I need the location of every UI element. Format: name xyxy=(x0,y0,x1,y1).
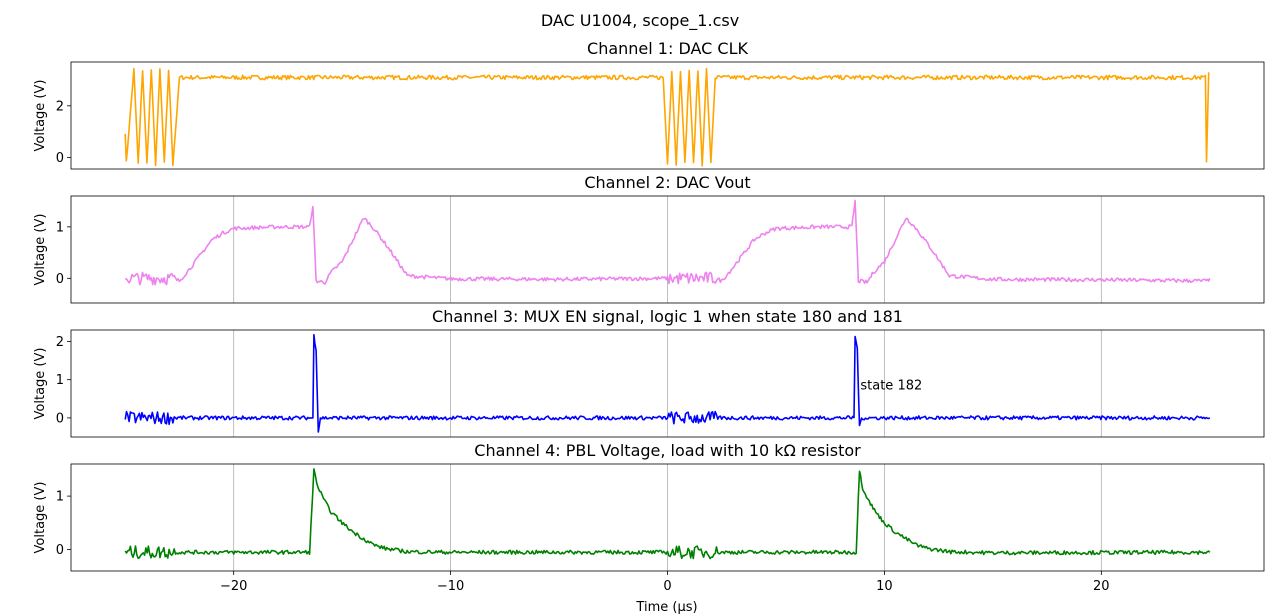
y-tick-label: 0 xyxy=(56,151,64,166)
x-axis-label: Time (μs) xyxy=(635,600,697,615)
series-line-dac-vout xyxy=(125,199,1211,286)
y-axis-label: Voltage (V) xyxy=(33,482,48,554)
axes-frame xyxy=(70,329,1265,438)
y-tick-label: 2 xyxy=(56,335,64,350)
subplot-dac-vout: Channel 2: DAC Vout 0 1 Voltage (V) xyxy=(33,173,1265,304)
figure-title: DAC U1004, scope_1.csv xyxy=(541,11,739,31)
x-tick-label: 10 xyxy=(876,579,893,594)
y-tick-label: 0 xyxy=(56,543,64,558)
x-tick-label: 0 xyxy=(663,579,671,594)
subplot-title: Channel 3: MUX EN signal, logic 1 when s… xyxy=(432,307,903,326)
subplot-title: Channel 4: PBL Voltage, load with 10 kΩ … xyxy=(474,441,861,460)
series-line-pbl-voltage xyxy=(124,468,1211,560)
subplot-title: Channel 1: DAC CLK xyxy=(587,39,748,58)
subplot-dac-clk: Channel 1: DAC CLK 0 2 Voltage (V) xyxy=(33,39,1265,170)
y-tick-label: 1 xyxy=(56,220,64,235)
x-tick-label: −20 xyxy=(220,579,247,594)
y-tick-label: 1 xyxy=(56,490,64,505)
y-tick-label: 1 xyxy=(56,373,64,388)
y-tick-label: 0 xyxy=(56,272,64,287)
y-axis-label: Voltage (V) xyxy=(33,348,48,420)
annotation: state 182 xyxy=(860,378,922,393)
y-tick-label: 0 xyxy=(56,411,64,426)
axes-frame xyxy=(70,61,1265,170)
x-tick-label: −10 xyxy=(437,579,464,594)
axes-frame xyxy=(70,195,1265,304)
subplot-title: Channel 2: DAC Vout xyxy=(584,173,750,192)
y-axis-label: Voltage (V) xyxy=(33,214,48,286)
x-tick-label: 20 xyxy=(1093,579,1110,594)
y-tick-label: 2 xyxy=(56,99,64,114)
subplot-pbl-voltage: Channel 4: PBL Voltage, load with 10 kΩ … xyxy=(33,441,1265,594)
series-line-mux-en xyxy=(124,333,1211,433)
y-axis-label: Voltage (V) xyxy=(33,80,48,152)
series-line-dac-clk xyxy=(124,67,1210,167)
subplot-mux-en: Channel 3: MUX EN signal, logic 1 when s… xyxy=(33,307,1265,438)
